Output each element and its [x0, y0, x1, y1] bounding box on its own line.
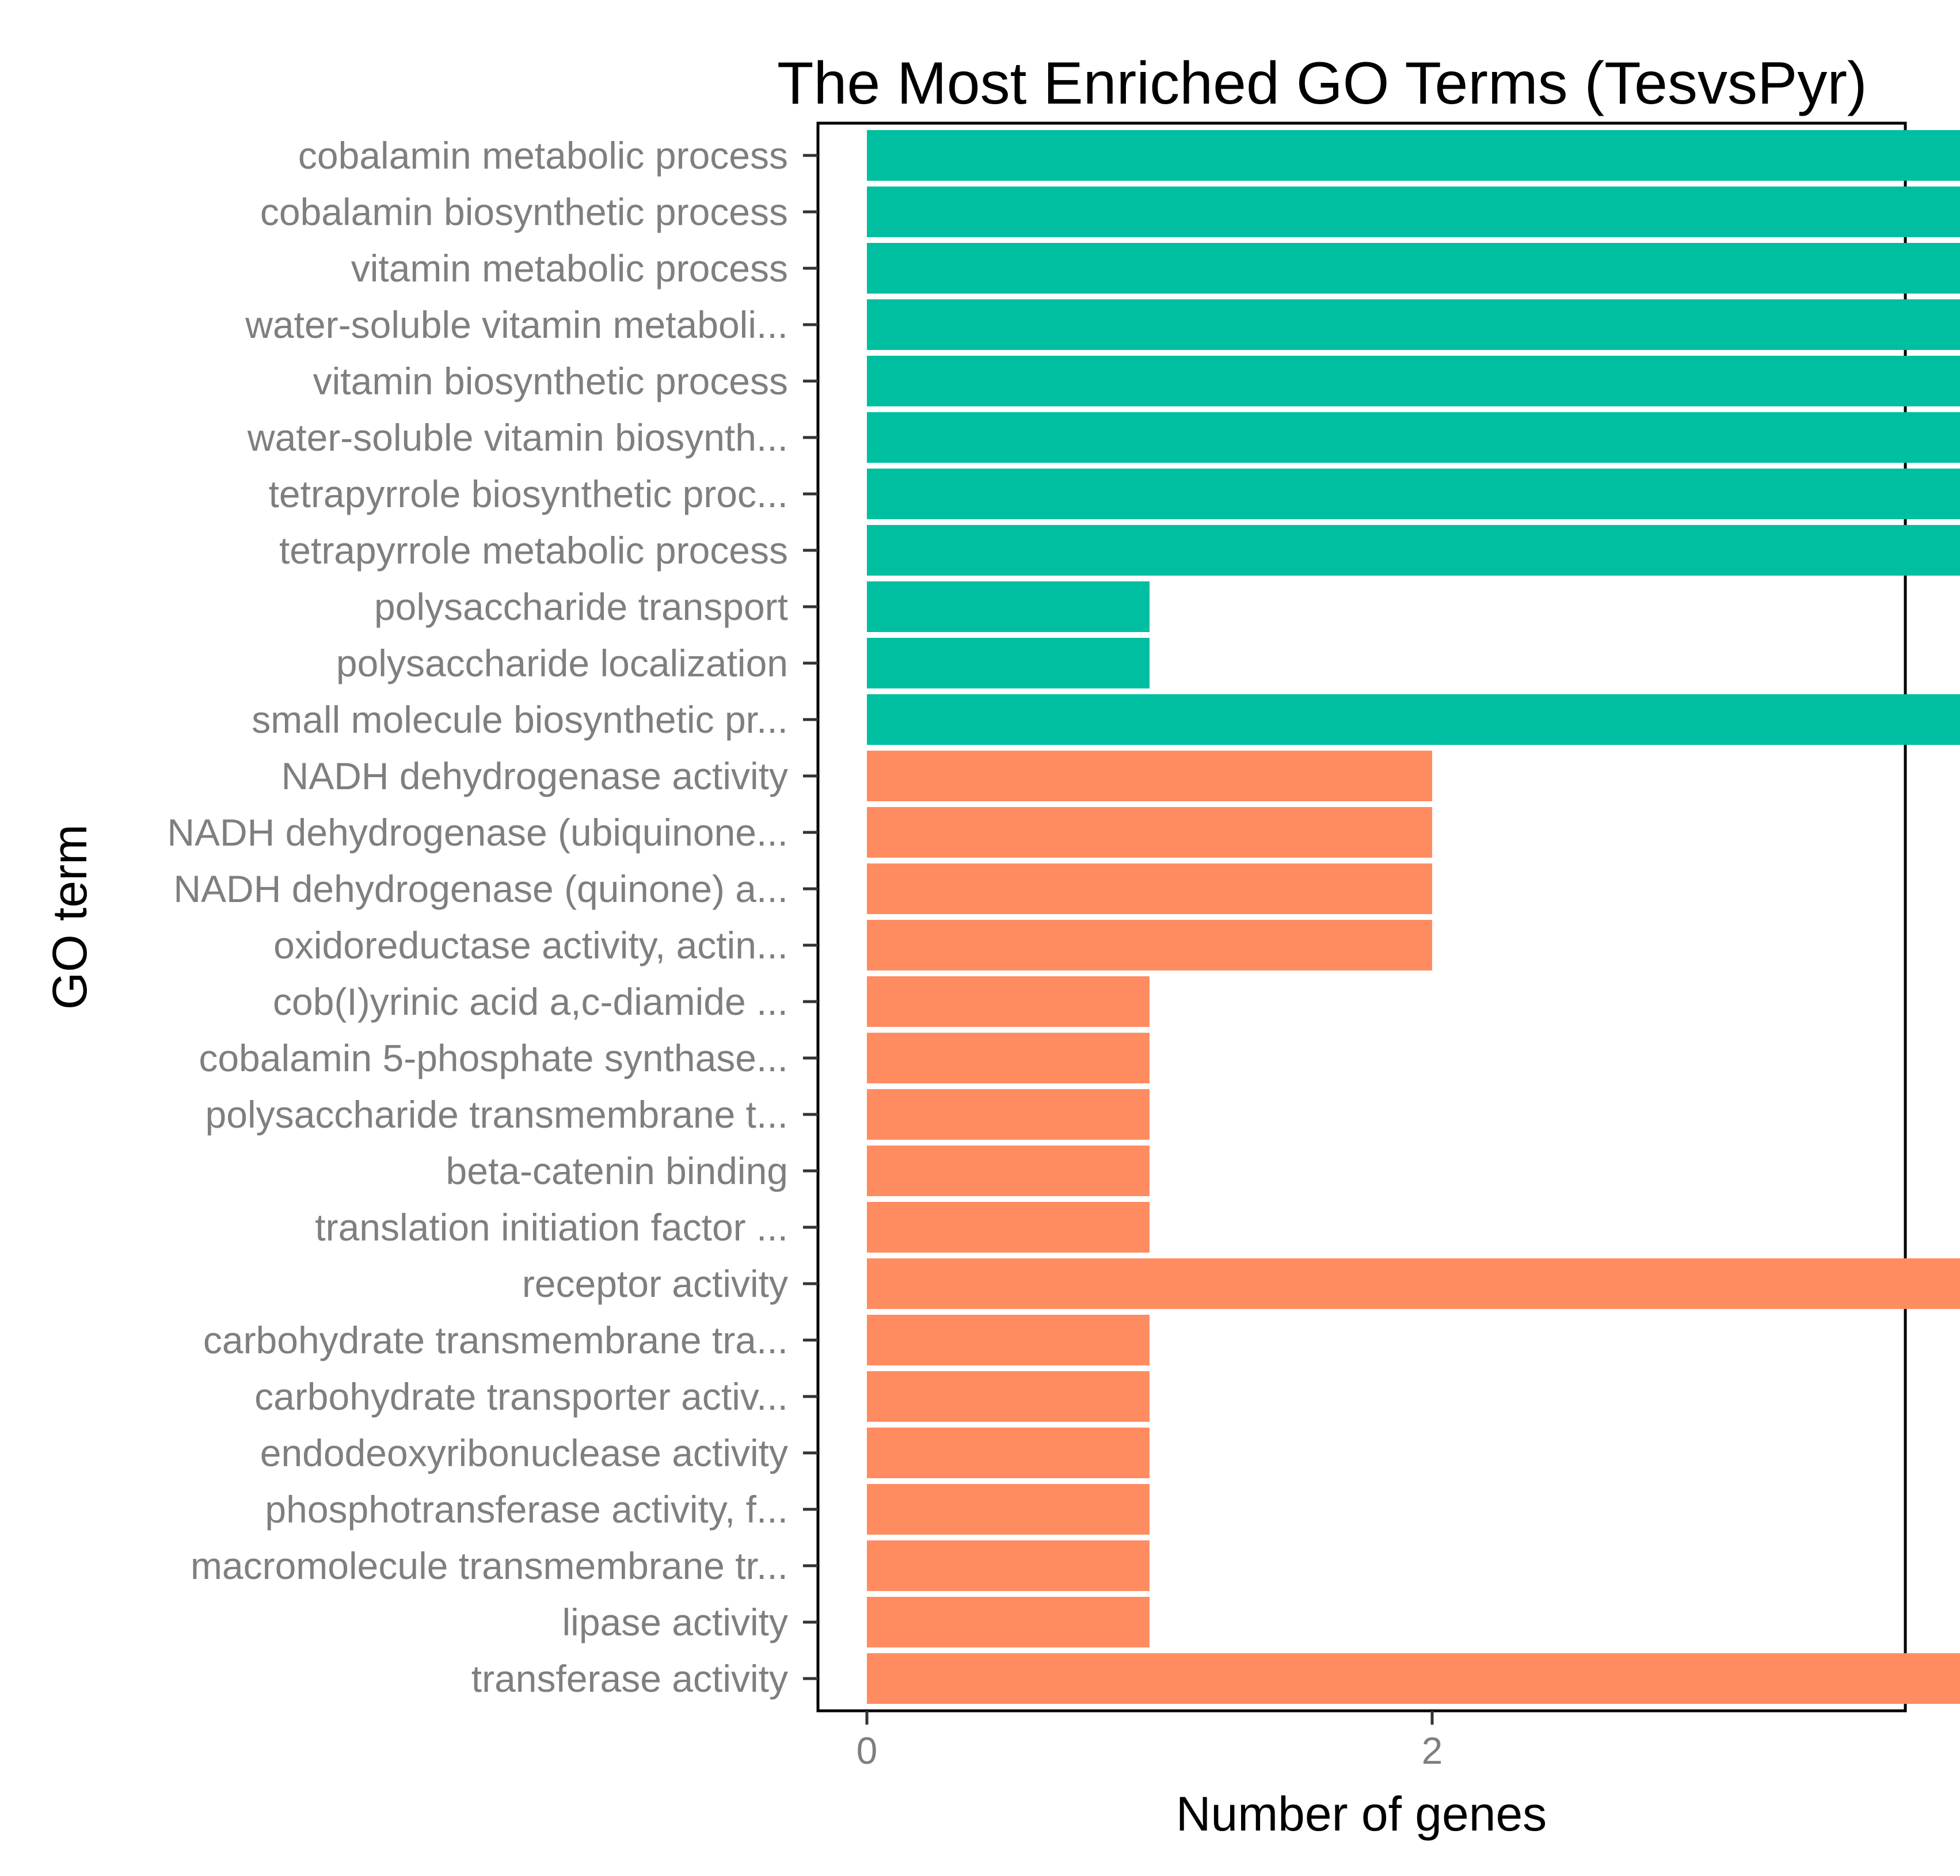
bar	[867, 1202, 1150, 1253]
y-tick-label: translation initiation factor ...	[315, 1206, 788, 1249]
y-tick-label: cobalamin 5-phosphate synthase...	[199, 1037, 788, 1079]
y-tick-label: water-soluble vitamin metaboli...	[245, 303, 788, 346]
y-tick-label: carbohydrate transmembrane tra...	[203, 1319, 788, 1361]
bar	[867, 299, 1960, 350]
bar	[867, 807, 1432, 858]
y-tick-label: phosphotransferase activity, f...	[265, 1488, 788, 1531]
y-tick-label: polysaccharide transmembrane t...	[205, 1093, 788, 1136]
y-tick-label: tetrapyrrole metabolic process	[279, 529, 788, 572]
y-tick-label: receptor activity	[522, 1262, 788, 1305]
x-axis: 0246	[857, 1711, 1443, 1772]
y-tick-label: cobalamin biosynthetic process	[260, 191, 788, 233]
bar	[867, 130, 1960, 181]
bar	[867, 751, 1432, 801]
bar	[867, 1428, 1150, 1478]
y-tick-label: cob(I)yrinic acid a,c-diamide ...	[273, 980, 788, 1023]
y-tick-label: polysaccharide transport	[374, 585, 788, 628]
bar	[867, 1540, 1150, 1591]
bar	[867, 187, 1960, 237]
bar	[867, 1371, 1150, 1422]
bar	[867, 1258, 1960, 1309]
bar	[867, 1653, 1960, 1704]
y-tick-label: cobalamin metabolic process	[298, 134, 788, 177]
bar	[867, 1597, 1150, 1647]
y-tick-label: carbohydrate transporter activ...	[254, 1375, 788, 1418]
plot-panel	[816, 121, 1907, 1713]
bar	[867, 469, 1960, 519]
bar	[867, 863, 1432, 914]
y-tick-label: oxidoreductase activity, actin...	[273, 924, 788, 966]
x-axis-label: Number of genes	[1176, 1787, 1547, 1841]
y-tick-label: NADH dehydrogenase (quinone) a...	[173, 867, 788, 910]
y-tick-label: tetrapyrrole biosynthetic proc...	[269, 473, 788, 515]
bar	[867, 1033, 1150, 1083]
y-tick-label: polysaccharide localization	[336, 642, 788, 684]
x-tick-label: 2	[1422, 1729, 1443, 1772]
y-tick-label: NADH dehydrogenase activity	[281, 755, 788, 797]
chart-title: The Most Enriched GO Terms (TesvsPyr)	[777, 50, 1867, 117]
bar	[867, 1089, 1150, 1140]
bar	[867, 412, 1960, 463]
y-axis-label: GO term	[43, 824, 97, 1010]
y-tick-label: water-soluble vitamin biosynth...	[247, 416, 788, 459]
bar	[867, 1484, 1150, 1535]
y-tick-label: small molecule biosynthetic pr...	[252, 698, 788, 741]
y-tick-label: beta-catenin binding	[446, 1150, 788, 1192]
y-tick-label: transferase activity	[471, 1657, 788, 1700]
bar	[867, 1315, 1150, 1365]
bars: **	[867, 130, 1960, 1704]
x-tick-label: 0	[857, 1729, 878, 1772]
bar	[867, 356, 1960, 406]
y-tick-label: macromolecule transmembrane tr...	[191, 1544, 788, 1587]
bar	[867, 920, 1432, 971]
bar	[867, 243, 1960, 294]
y-tick-label: NADH dehydrogenase (ubiquinone...	[167, 811, 788, 854]
bar	[867, 525, 1960, 576]
bar	[867, 694, 1960, 745]
y-tick-label: vitamin biosynthetic process	[313, 360, 788, 402]
y-tick-label: lipase activity	[562, 1601, 789, 1643]
bar	[867, 638, 1150, 688]
bar	[867, 976, 1150, 1027]
bar	[867, 581, 1150, 632]
y-tick-label: vitamin metabolic process	[351, 247, 788, 290]
y-tick-label: endodeoxyribonuclease activity	[260, 1432, 788, 1474]
bar	[867, 1146, 1150, 1196]
y-axis: cobalamin metabolic process cobalamin bio…	[167, 134, 818, 1700]
